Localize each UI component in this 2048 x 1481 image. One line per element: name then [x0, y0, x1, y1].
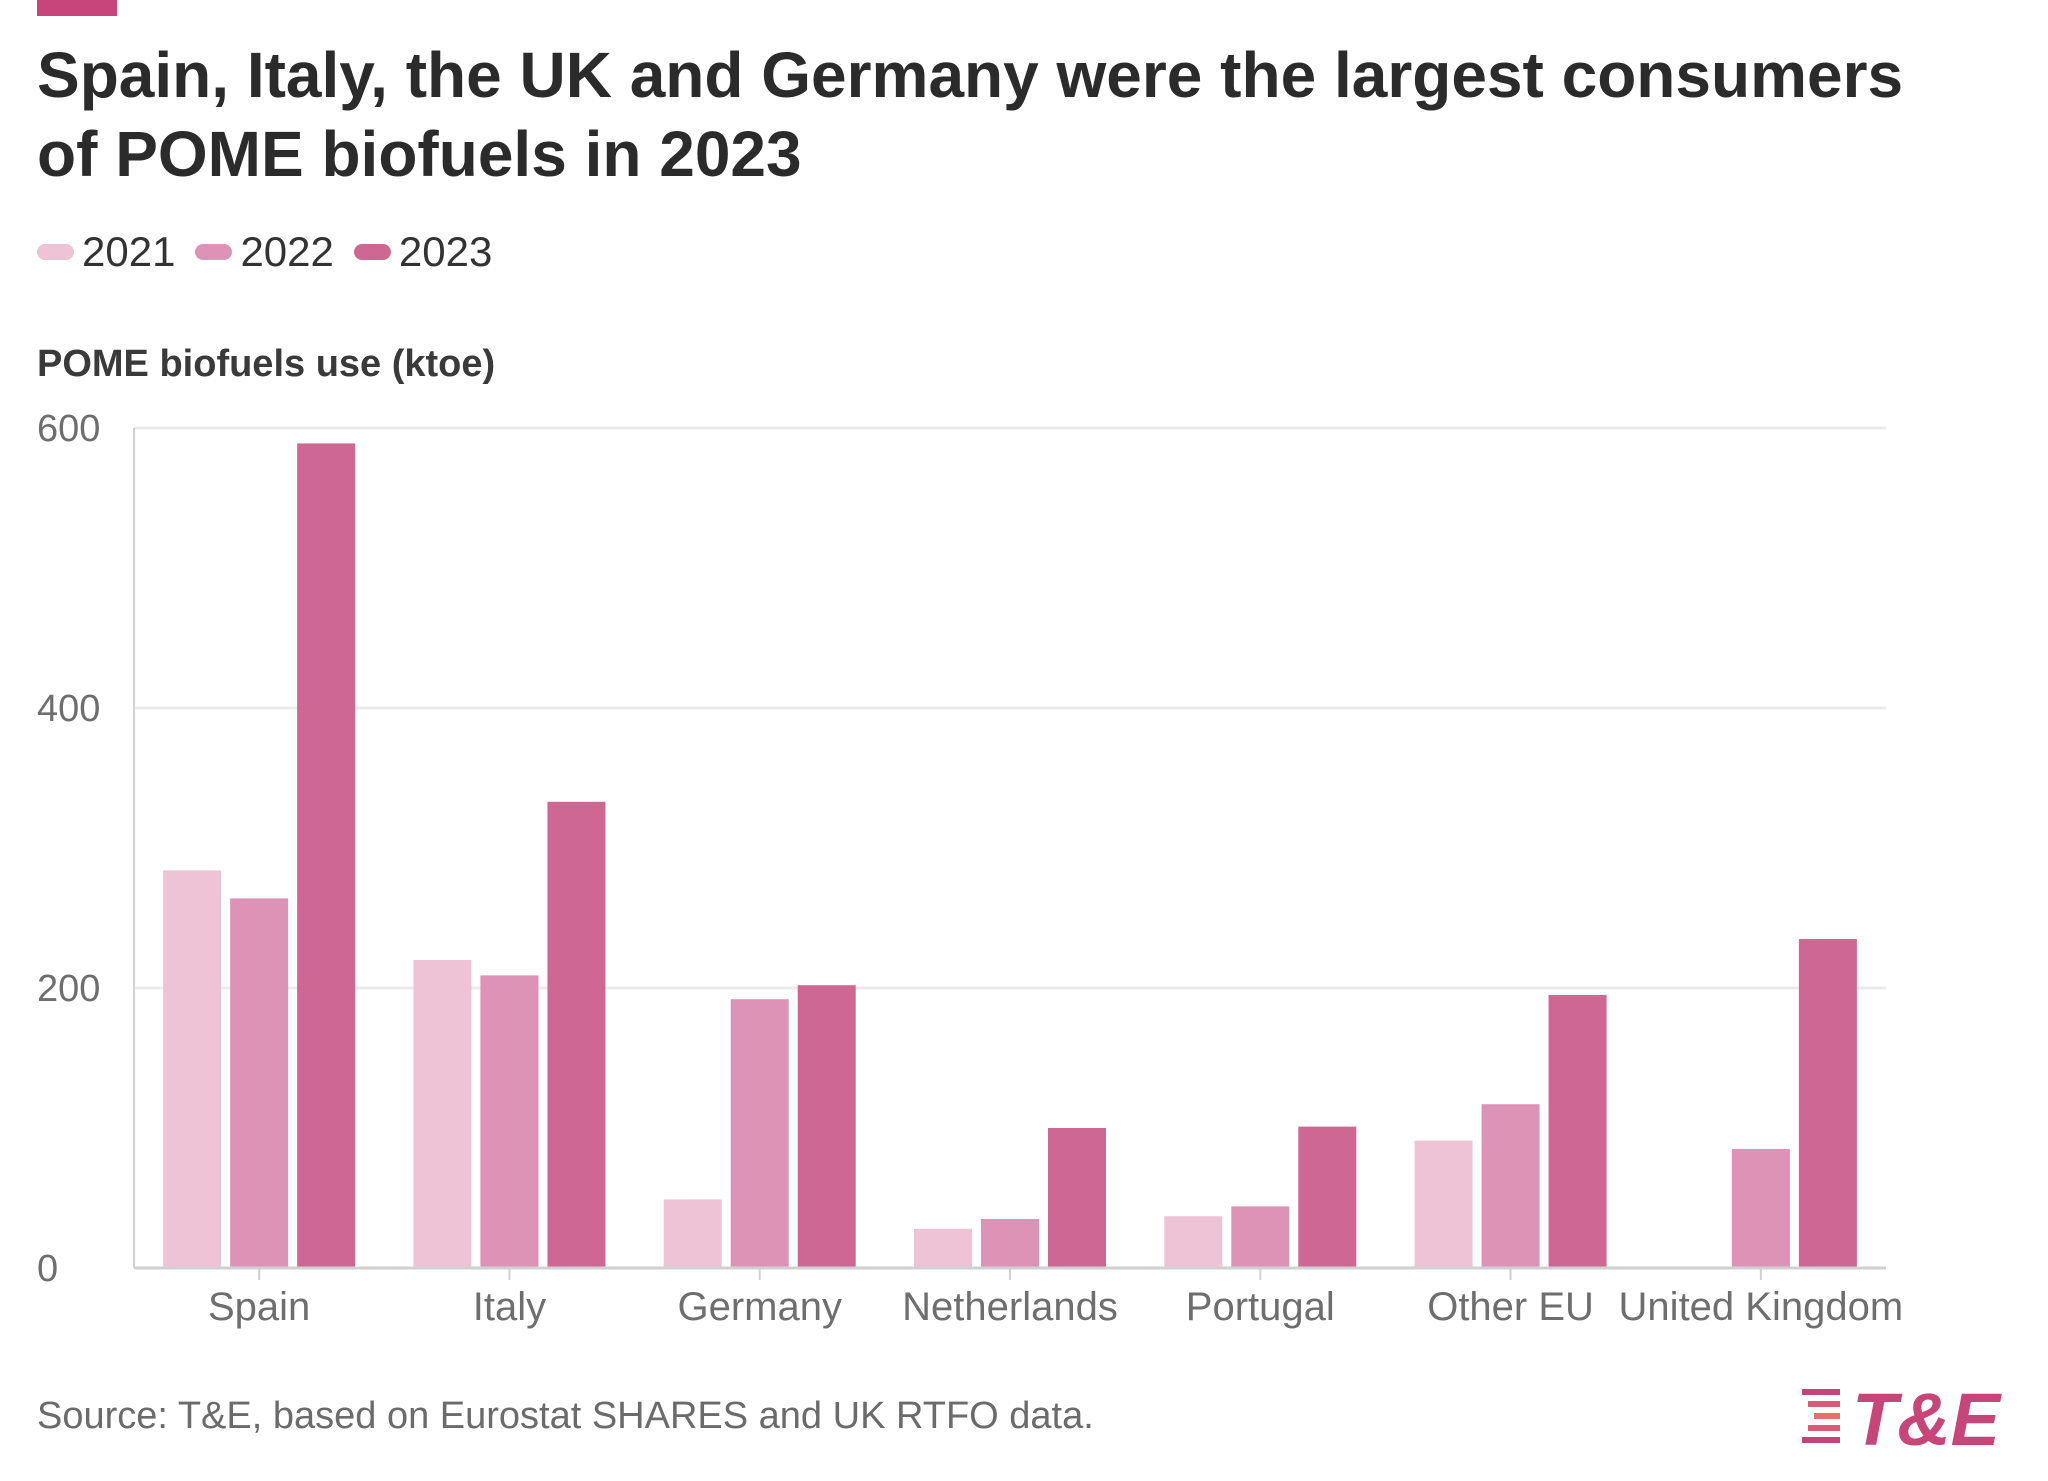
- bar-other-eu-2022: [1481, 1104, 1540, 1268]
- legend-swatch-2023: [353, 244, 391, 260]
- y-tick-label-600: 600: [37, 408, 100, 450]
- bar-spain-2023: [297, 443, 356, 1268]
- x-tick-label-united-kingdom: United Kingdom: [1619, 1285, 1904, 1329]
- bar-italy-2021: [413, 960, 472, 1268]
- bar-germany-2021: [663, 1199, 722, 1268]
- bar-united-kingdom-2022: [1731, 1149, 1790, 1268]
- bar-portugal-2023: [1298, 1126, 1357, 1268]
- bar-portugal-2021: [1164, 1216, 1223, 1268]
- legend: 2021 2022 2023: [37, 228, 512, 276]
- logo-wordmark: T&E: [1852, 1378, 2003, 1455]
- bar-netherlands-2022: [981, 1219, 1039, 1268]
- legend-label-2021: 2021: [82, 228, 176, 275]
- logo-stripes-icon: [1802, 1389, 1840, 1443]
- bar-united-kingdom-2023: [1798, 939, 1857, 1268]
- x-tick-label-netherlands: Netherlands: [902, 1285, 1118, 1329]
- accent-bar: [37, 0, 117, 16]
- bar-italy-2022: [480, 975, 539, 1268]
- bar-netherlands-2023: [1048, 1128, 1106, 1268]
- bar-germany-2023: [797, 985, 856, 1268]
- legend-swatch-2022: [195, 244, 233, 260]
- te-logo: T&E: [1802, 1378, 2003, 1455]
- y-axis-label: POME biofuels use (ktoe): [37, 343, 496, 385]
- x-tick-label-other-eu: Other EU: [1427, 1285, 1594, 1329]
- legend-label-2022: 2022: [240, 228, 334, 275]
- y-tick-label-0: 0: [37, 1248, 58, 1290]
- bar-germany-2022: [730, 999, 789, 1268]
- legend-item-2021: 2021: [37, 228, 175, 276]
- bar-italy-2023: [547, 801, 606, 1268]
- source-note: Source: T&E, based on Eurostat SHARES an…: [37, 1395, 1094, 1437]
- x-tick-label-germany: Germany: [677, 1285, 842, 1329]
- legend-swatch-2021: [37, 244, 74, 260]
- bar-netherlands-2021: [914, 1228, 972, 1268]
- legend-item-2023: 2023: [353, 228, 493, 276]
- y-tick-label-400: 400: [37, 688, 100, 730]
- bar-other-eu-2021: [1414, 1140, 1473, 1268]
- x-tick-label-portugal: Portugal: [1186, 1285, 1335, 1329]
- bar-other-eu-2023: [1548, 995, 1607, 1268]
- x-tick-label-spain: Spain: [208, 1285, 310, 1329]
- legend-item-2022: 2022: [195, 228, 334, 276]
- legend-label-2023: 2023: [398, 228, 493, 275]
- bar-spain-2022: [230, 898, 289, 1268]
- bar-spain-2021: [163, 870, 222, 1268]
- bar-portugal-2022: [1231, 1206, 1290, 1268]
- chart-title: Spain, Italy, the UK and Germany were th…: [37, 39, 1904, 190]
- y-tick-label-200: 200: [37, 968, 100, 1010]
- x-tick-label-italy: Italy: [473, 1285, 546, 1329]
